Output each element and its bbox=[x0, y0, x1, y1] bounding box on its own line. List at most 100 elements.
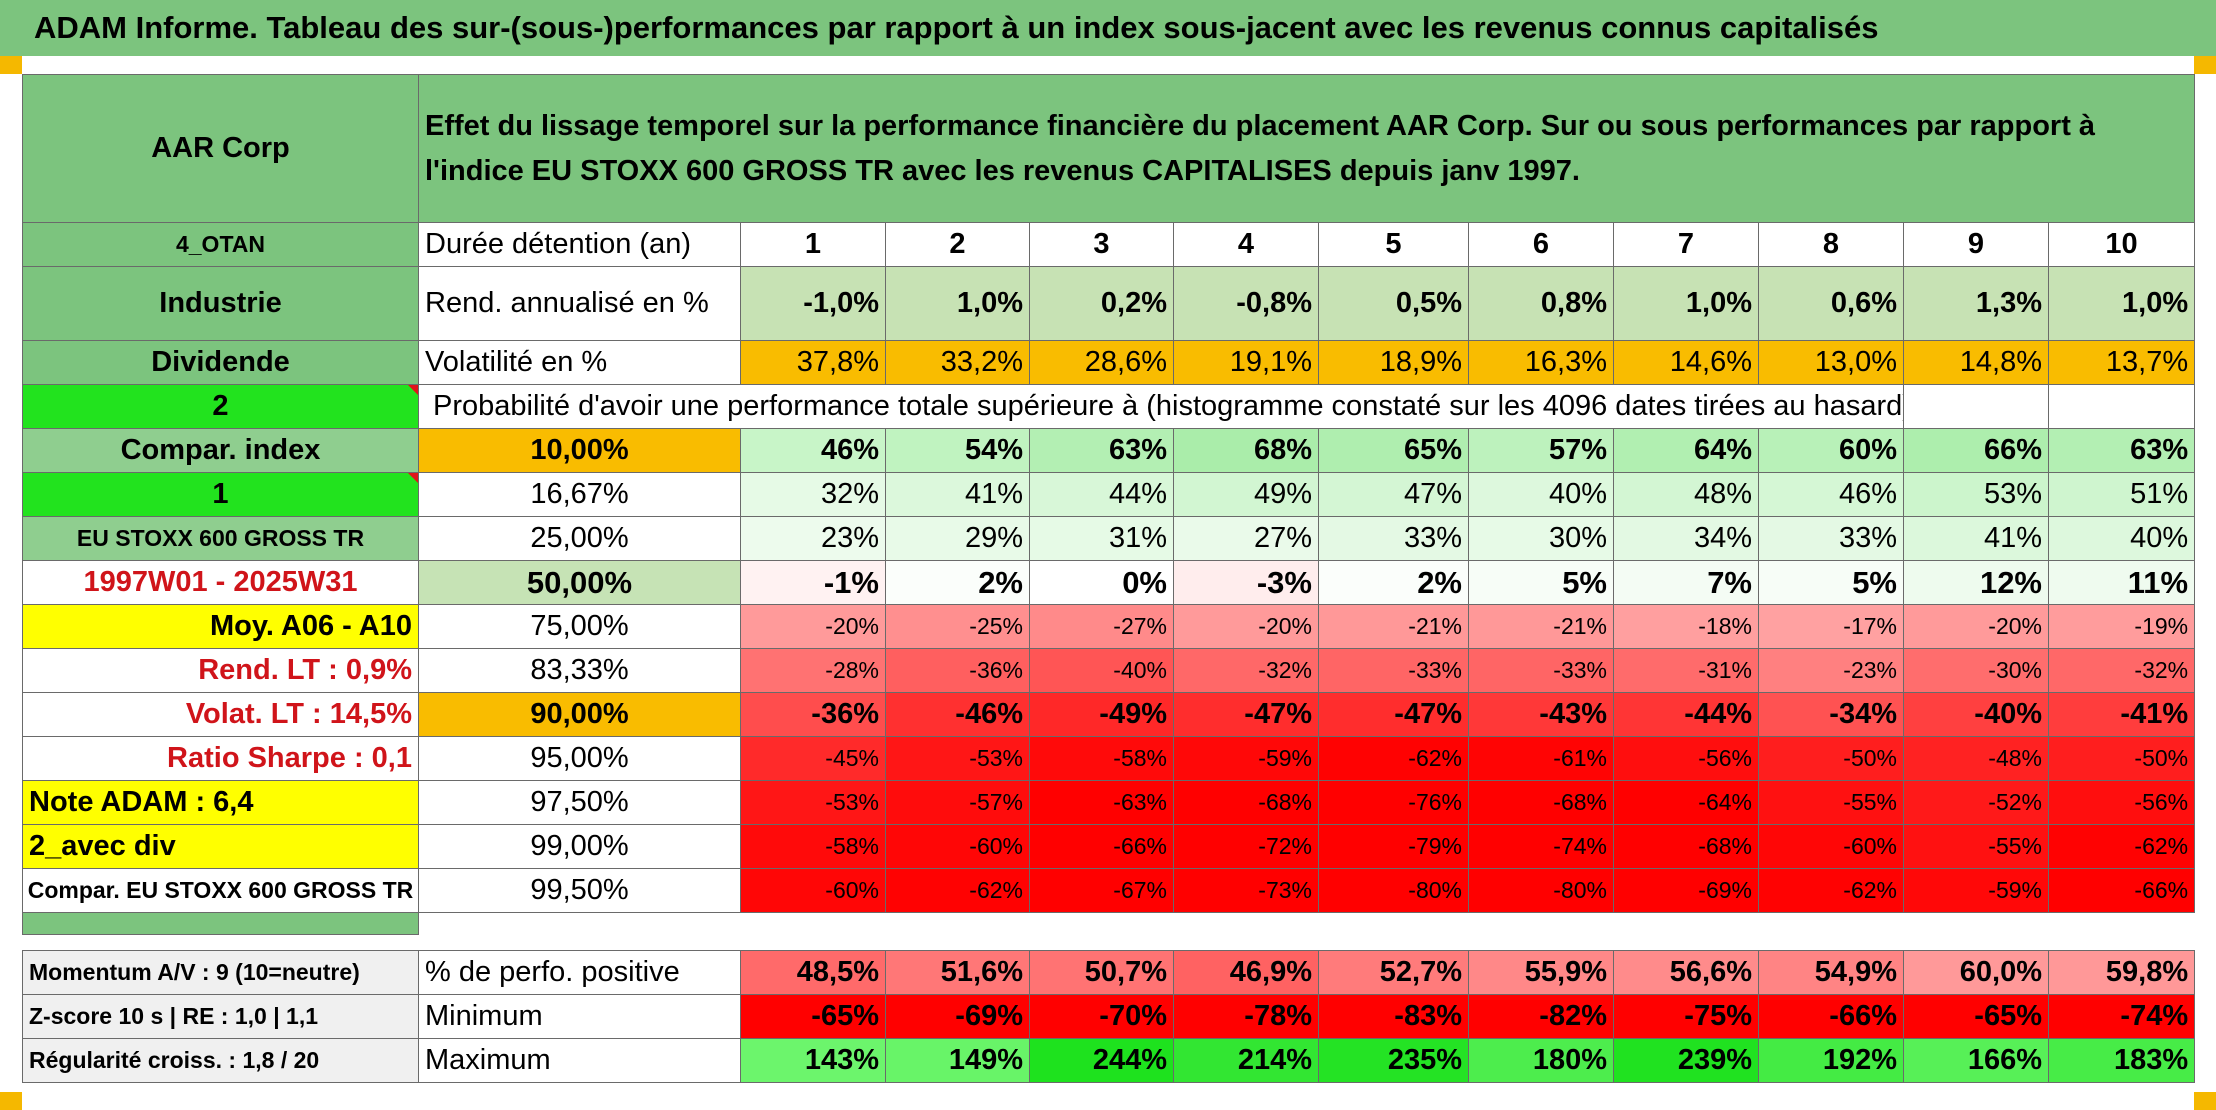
quantile-value: -58% bbox=[1029, 736, 1174, 781]
pos-value: 51,6% bbox=[885, 950, 1030, 995]
quantile-value: -59% bbox=[1903, 868, 2049, 913]
quantile-row: Compar. index 10,00% 46% 54% 63% 68% 65% 57% 64%… bbox=[22, 428, 2196, 473]
quantile-value: -48% bbox=[1903, 736, 2049, 781]
quantile-value: 23% bbox=[740, 516, 886, 561]
volat-label: Volatilité en % bbox=[418, 340, 741, 385]
momentum-label: Momentum A/V : 9 (10=neutre) bbox=[22, 950, 419, 995]
quantile-value: 27% bbox=[1173, 516, 1319, 561]
index-name-label: EU STOXX 600 GROSS TR bbox=[22, 516, 419, 561]
separator-cell bbox=[22, 934, 2195, 951]
note-adam-label: Note ADAM : 6,4 bbox=[22, 780, 419, 825]
quantile-pct: 10,00% bbox=[418, 428, 741, 473]
volat-value: 37,8% bbox=[740, 340, 886, 385]
quantile-value: 5% bbox=[1468, 560, 1614, 605]
quantile-value: -56% bbox=[1613, 736, 1759, 781]
quantile-value: -73% bbox=[1173, 868, 1319, 913]
pos-value: 46,9% bbox=[1173, 950, 1319, 995]
quantile-value: -72% bbox=[1173, 824, 1319, 869]
separator-row bbox=[22, 912, 2195, 935]
min-value: -83% bbox=[1318, 994, 1469, 1039]
quantile-value: -76% bbox=[1318, 780, 1469, 825]
quantile-value: -47% bbox=[1173, 692, 1319, 737]
max-value: 183% bbox=[2047, 1038, 2196, 1083]
rend-value: 0,6% bbox=[1758, 266, 1904, 341]
corner-marker-bottom-right bbox=[2194, 1092, 2216, 1110]
quantile-value: -50% bbox=[2047, 736, 2196, 781]
dividend-label: Dividende bbox=[22, 340, 419, 385]
pos-value: 56,6% bbox=[1613, 950, 1759, 995]
volat-value: 14,6% bbox=[1613, 340, 1759, 385]
pos-value: 52,7% bbox=[1318, 950, 1469, 995]
quantile-value: 54% bbox=[885, 428, 1030, 473]
quantile-value: -68% bbox=[1173, 780, 1319, 825]
quantile-value: -68% bbox=[1468, 780, 1614, 825]
quantile-pct: 75,00% bbox=[418, 604, 741, 649]
quantile-value: -62% bbox=[885, 868, 1030, 913]
separator-row bbox=[22, 934, 2195, 951]
quantile-row: 1997W01 - 2025W31 50,00% -1% 2% 0% -3% 2% 5% 7% 5… bbox=[22, 560, 2196, 605]
quantile-value: -47% bbox=[1318, 692, 1469, 737]
quantile-value: 32% bbox=[740, 472, 886, 517]
quantile-value: -55% bbox=[1903, 824, 2049, 869]
quantile-value: 7% bbox=[1613, 560, 1759, 605]
quantile-value: 46% bbox=[1758, 472, 1904, 517]
performance-table: AAR Corp Effet du lissage temporel sur l… bbox=[22, 74, 2196, 1083]
quantile-value: 53% bbox=[1903, 472, 2049, 517]
quantile-value: -58% bbox=[740, 824, 886, 869]
quantile-value: -20% bbox=[1173, 604, 1319, 649]
quantile-value: -62% bbox=[2047, 824, 2196, 869]
quantile-value: 64% bbox=[1613, 428, 1759, 473]
zscore-label: Z-score 10 s | RE : 1,0 | 1,1 bbox=[22, 994, 419, 1039]
quantile-value: 11% bbox=[2047, 560, 2196, 605]
max-value: 235% bbox=[1318, 1038, 1469, 1083]
min-value: -66% bbox=[1758, 994, 1904, 1039]
report-title: ADAM Informe. Tableau des sur-(sous-)per… bbox=[0, 0, 2216, 56]
year-header: 9 bbox=[1903, 222, 2049, 267]
quantile-value: -19% bbox=[2047, 604, 2196, 649]
quantile-value: -62% bbox=[1758, 868, 1904, 913]
quantile-row: 2_avec div 99,00% -58% -60% -66% -72% -79% -74%… bbox=[22, 824, 2196, 869]
quantile-value: -79% bbox=[1318, 824, 1469, 869]
quantile-value: -32% bbox=[1173, 648, 1319, 693]
year-header: 3 bbox=[1029, 222, 1174, 267]
year-header: 10 bbox=[2047, 222, 2196, 267]
max-label: Maximum bbox=[418, 1038, 741, 1083]
quantile-value: -33% bbox=[1318, 648, 1469, 693]
quantile-value: -27% bbox=[1029, 604, 1174, 649]
quantile-value: -62% bbox=[1318, 736, 1469, 781]
quantile-value: -40% bbox=[1029, 648, 1174, 693]
quantile-pct: 99,00% bbox=[418, 824, 741, 869]
quantile-value: -20% bbox=[1903, 604, 2049, 649]
min-value: -65% bbox=[740, 994, 886, 1039]
quantile-value: -1% bbox=[740, 560, 886, 605]
quantile-value: 2% bbox=[885, 560, 1030, 605]
min-value: -65% bbox=[1903, 994, 2049, 1039]
min-value: -74% bbox=[2047, 994, 2196, 1039]
report-table-container: AAR Corp Effet du lissage temporel sur l… bbox=[22, 74, 2196, 1083]
duree-label: Durée détention (an) bbox=[418, 222, 741, 267]
year-header: 4 bbox=[1173, 222, 1319, 267]
rend-value: 0,2% bbox=[1029, 266, 1174, 341]
quantile-value: -60% bbox=[740, 868, 886, 913]
rend-value: -1,0% bbox=[740, 266, 886, 341]
quantile-value: -31% bbox=[1613, 648, 1759, 693]
max-value: 166% bbox=[1903, 1038, 2049, 1083]
quantile-value: 5% bbox=[1758, 560, 1904, 605]
quantile-value: 44% bbox=[1029, 472, 1174, 517]
quantile-value: 63% bbox=[1029, 428, 1174, 473]
blank-cell bbox=[2047, 384, 2196, 429]
quantile-value: 30% bbox=[1468, 516, 1614, 561]
quantile-value: -21% bbox=[1318, 604, 1469, 649]
quantile-value: -66% bbox=[1029, 824, 1174, 869]
compar-index-label: Compar. index bbox=[22, 428, 419, 473]
quantile-value: -63% bbox=[1029, 780, 1174, 825]
quantile-value: -3% bbox=[1173, 560, 1319, 605]
description-line-1: Effet du lissage temporel sur la perform… bbox=[425, 109, 2096, 142]
quantile-value: 47% bbox=[1318, 472, 1469, 517]
stat-row: Régularité croiss. : 1,8 / 20 Maximum 143%… bbox=[22, 1038, 2196, 1083]
min-value: -75% bbox=[1613, 994, 1759, 1039]
quantile-value: -40% bbox=[1903, 692, 2049, 737]
quantile-value: 65% bbox=[1318, 428, 1469, 473]
year-header: 6 bbox=[1468, 222, 1614, 267]
blank-cell bbox=[1903, 384, 2049, 429]
